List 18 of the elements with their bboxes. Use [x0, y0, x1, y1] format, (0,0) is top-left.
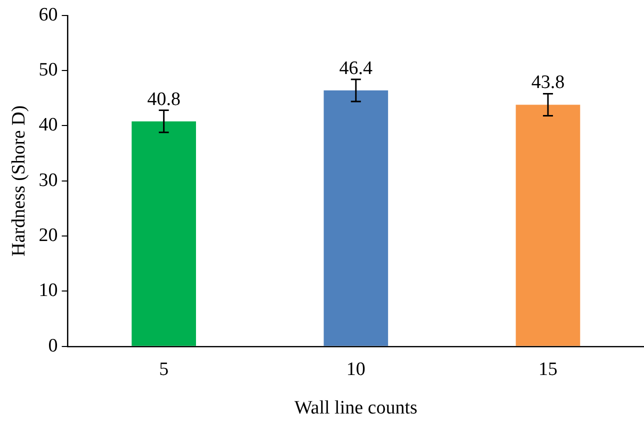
y-tick-label: 40 [38, 114, 58, 136]
y-tick-label: 30 [38, 170, 58, 191]
bar [132, 121, 196, 346]
y-tick-label: 60 [38, 4, 58, 26]
bar [516, 104, 580, 346]
y-tick-label: 10 [38, 280, 58, 302]
y-tick-label: 50 [38, 60, 58, 81]
x-axis-title: Wall line counts [294, 398, 418, 419]
y-tick-label: 20 [38, 225, 58, 246]
data-label: 40.8 [147, 88, 180, 110]
y-tick-label: 0 [48, 335, 58, 356]
data-label: 46.4 [339, 58, 374, 79]
bar [324, 90, 388, 346]
x-tick-label: 15 [538, 358, 558, 380]
x-tick-label: 5 [159, 358, 169, 380]
x-tick-label: 10 [346, 358, 366, 380]
data-label: 43.8 [531, 72, 565, 94]
y-axis-title: Hardness (Shore D) [8, 105, 30, 256]
